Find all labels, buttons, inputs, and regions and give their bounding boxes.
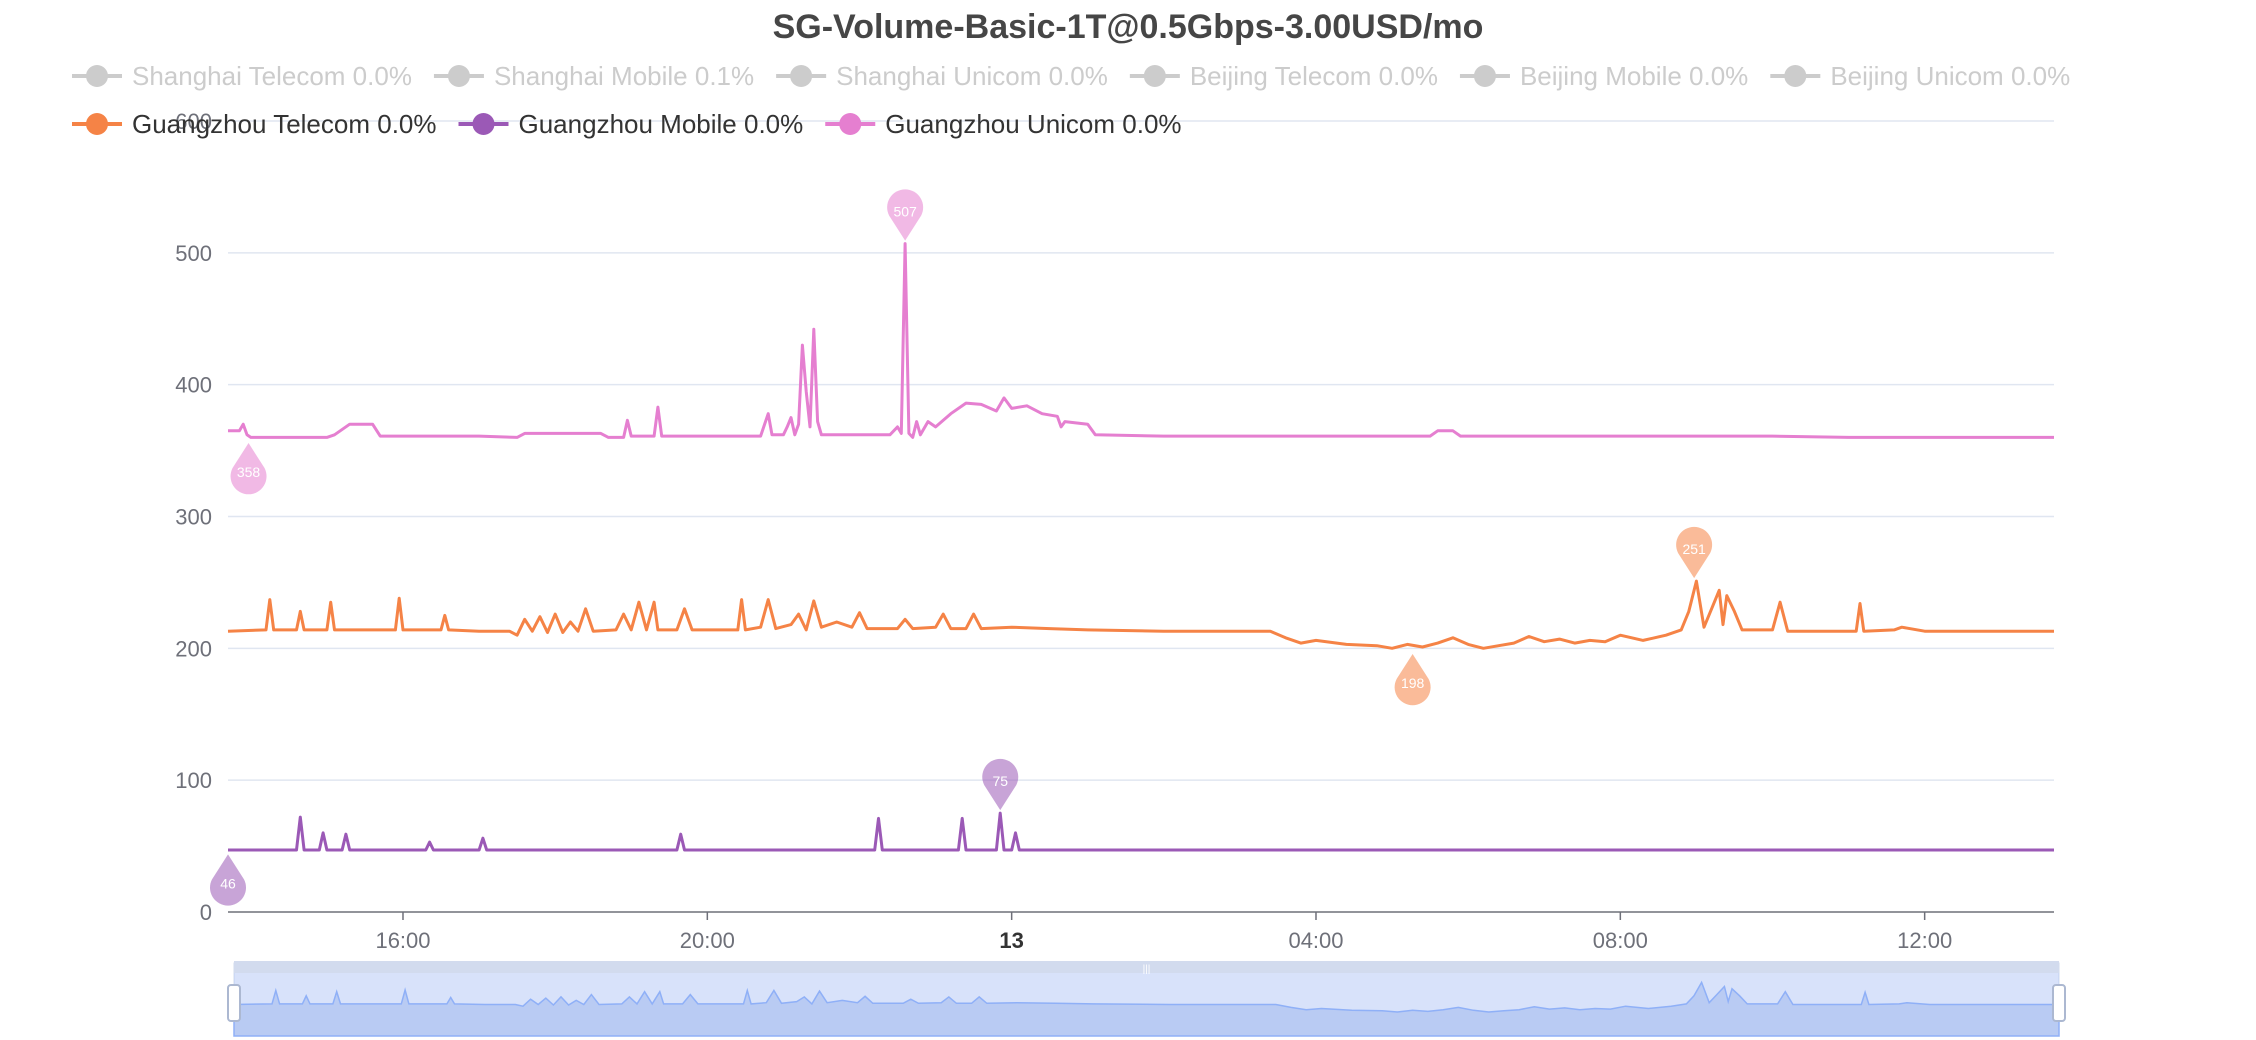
zoom-move-bar[interactable] — [234, 961, 2059, 973]
pin-shape — [1676, 526, 1713, 579]
legend-dot — [839, 113, 862, 135]
zoom-move-handle-label: ||| — [1143, 964, 1151, 975]
x-tick-label: 12:00 — [1897, 928, 1952, 953]
x-tick-label: 20:00 — [680, 928, 735, 953]
y-tick-label: 600 — [175, 109, 212, 134]
zoom-preview — [233, 980, 2060, 1037]
x-tick-label: 08:00 — [1593, 928, 1648, 953]
legend-item[interactable]: Shanghai Mobile 0.1% — [433, 61, 754, 91]
x-tick-label: 04:00 — [1288, 928, 1343, 953]
legend-item[interactable]: Beijing Telecom 0.0% — [1129, 61, 1438, 91]
marker-pin-min — [210, 854, 246, 906]
marker-pin-max — [982, 758, 1019, 811]
legend-dot — [86, 65, 108, 87]
y-tick-label: 500 — [175, 241, 212, 266]
legend-dot — [447, 65, 470, 87]
legend-dot — [1473, 65, 1496, 87]
legend-dot — [472, 113, 495, 135]
legend-dot — [1784, 65, 1807, 87]
pin-label: 251 — [1682, 541, 1706, 557]
legend-item[interactable]: Guangzhou Unicom 0.0% — [825, 109, 1182, 139]
pin-shape — [230, 443, 267, 495]
legend-label: Beijing Mobile 0.0% — [1520, 61, 1748, 91]
legend-label: Beijing Telecom 0.0% — [1190, 61, 1438, 91]
y-tick-label: 100 — [175, 768, 212, 793]
legend-label: Shanghai Telecom 0.0% — [132, 61, 412, 91]
legend-label: Guangzhou Unicom 0.0% — [885, 109, 1181, 139]
legend-item[interactable]: Shanghai Telecom 0.0% — [72, 61, 412, 91]
y-tick-label: 0 — [200, 900, 212, 925]
series-line — [228, 242, 2054, 439]
legend-label: Beijing Unicom 0.0% — [1830, 61, 2070, 91]
pin-shape — [1394, 653, 1431, 706]
series-line — [228, 811, 2054, 852]
series-line — [227, 579, 2054, 650]
legend-item[interactable]: Guangzhou Telecom 0.0% — [72, 109, 437, 139]
marker-pin-min — [1394, 653, 1431, 706]
x-tick-label: 16:00 — [375, 928, 430, 953]
y-tick-label: 200 — [175, 636, 212, 661]
pin-shape — [887, 189, 924, 241]
marker-pin-max — [1676, 526, 1713, 579]
legend-item[interactable]: Beijing Unicom 0.0% — [1770, 61, 2070, 91]
x-tick-label: 13 — [999, 928, 1023, 953]
pin-label: 507 — [893, 204, 917, 220]
zoom-selection[interactable] — [234, 963, 2059, 1036]
marker-pin-max — [887, 189, 924, 241]
legend-label: Shanghai Mobile 0.1% — [494, 61, 754, 91]
axes: 0 100 200 300 400 500 600 16:00 20:00 13 04:00 08:0… — [175, 109, 2054, 953]
pin-label: 358 — [237, 464, 261, 480]
marker-pin-min — [230, 443, 267, 495]
legend-dot — [86, 113, 108, 135]
legend-item[interactable]: Shanghai Unicom 0.0% — [776, 61, 1108, 91]
chart-title: SG-Volume-Basic-1T@0.5Gbps-3.00USD/mo — [772, 8, 1484, 46]
zoom-end-handle[interactable] — [2052, 984, 2066, 1022]
legend-label: Shanghai Unicom 0.0% — [836, 61, 1108, 91]
pin-shape — [982, 758, 1019, 811]
pin-shape — [210, 854, 246, 906]
pin-label: 75 — [992, 773, 1008, 789]
series-lines — [227, 242, 2054, 852]
legend-item[interactable]: Guangzhou Mobile 0.0% — [458, 109, 804, 139]
pin-label: 198 — [1401, 675, 1425, 691]
legend-dot — [1143, 65, 1166, 87]
zoom-start-handle[interactable] — [227, 984, 241, 1022]
legend: Shanghai Telecom 0.0% Shanghai Mobile 0.1… — [72, 61, 2070, 139]
data-zoom-slider[interactable]: ||| — [227, 961, 2066, 1037]
grid-lines — [228, 120, 2054, 781]
legend-dot — [790, 65, 813, 87]
y-tick-label: 400 — [175, 373, 212, 398]
legend-label: Guangzhou Mobile 0.0% — [519, 109, 804, 139]
pin-label: 46 — [220, 875, 236, 891]
legend-label: Guangzhou Telecom 0.0% — [132, 109, 437, 139]
y-tick-label: 300 — [175, 505, 212, 530]
legend-item[interactable]: Beijing Mobile 0.0% — [1459, 61, 1748, 91]
extreme-markers: 507 358 251 198 75 46 — [210, 189, 1713, 906]
